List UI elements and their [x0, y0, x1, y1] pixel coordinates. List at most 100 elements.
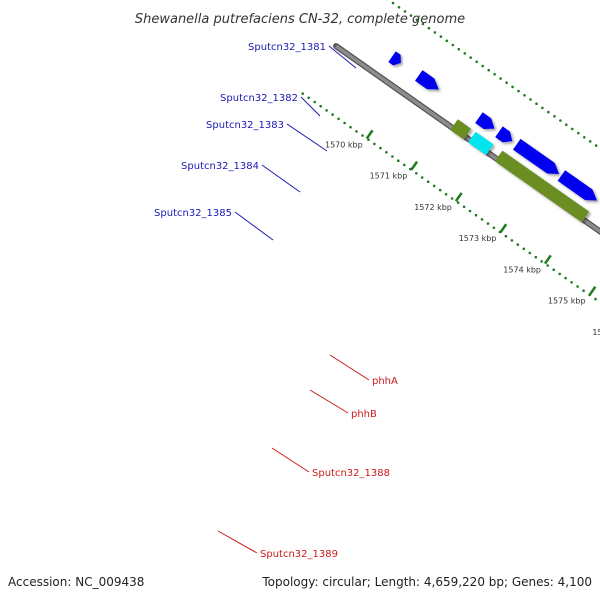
- tick-dot: [523, 94, 526, 97]
- tick-dot: [516, 243, 520, 246]
- tick-mark: [543, 254, 552, 265]
- tick-dot: [463, 52, 467, 55]
- tick-dot: [438, 188, 442, 192]
- tick-dot: [397, 6, 401, 9]
- tick-dot: [420, 176, 424, 179]
- tick-dot: [373, 142, 376, 146]
- tick-label: 1574 kbp: [503, 265, 541, 274]
- label-leader-line: [329, 354, 370, 381]
- tick-dot: [475, 60, 479, 64]
- label-leader-line: [286, 123, 328, 152]
- tick-mark: [588, 286, 597, 296]
- gene-label: Sputcn32_1389: [260, 549, 338, 560]
- tick-dot: [331, 113, 334, 116]
- gene-feature: [388, 51, 401, 66]
- gene-feature: [513, 138, 560, 174]
- tick-dot: [522, 247, 526, 251]
- tick-mark: [410, 160, 419, 171]
- tick-dot: [427, 26, 431, 30]
- tick-dot: [486, 222, 490, 225]
- tick-dot: [577, 131, 580, 135]
- tick-dot: [444, 193, 448, 196]
- tick-dot: [421, 22, 425, 26]
- tick-dot: [379, 146, 382, 150]
- tick-dot: [552, 268, 555, 272]
- tick-dot: [487, 68, 491, 72]
- tick-label: 1570 kbp: [325, 140, 363, 149]
- label-leader-line: [261, 164, 301, 193]
- backbone-highlight: [335, 44, 600, 234]
- tick-dot: [391, 1, 395, 5]
- tick-dot: [391, 155, 394, 158]
- gene-feature: [468, 131, 494, 155]
- genome-backbone: [333, 43, 600, 236]
- label-leader-line: [217, 530, 258, 554]
- tick-dot: [343, 121, 346, 125]
- tick-dot: [457, 47, 461, 51]
- tick-dot: [415, 18, 419, 22]
- tick-dot: [546, 264, 549, 267]
- map-title: Shewanella putrefaciens CN-32, complete …: [135, 12, 465, 27]
- topology-text: Topology: circular; Length: 4,659,220 bp…: [261, 575, 592, 589]
- gene-label: Sputcn32_1381: [248, 42, 326, 53]
- tick-dot: [493, 73, 496, 76]
- tick-dot: [570, 281, 573, 284]
- tick-dot: [480, 218, 484, 221]
- gene-feature: [415, 70, 439, 90]
- tick-dot: [583, 136, 586, 139]
- tick-dot: [426, 180, 430, 183]
- tick-dot: [415, 172, 418, 175]
- label-leader-line: [300, 96, 321, 117]
- tick-dot: [594, 297, 597, 301]
- tick-dot: [325, 109, 328, 112]
- tick-dot: [439, 35, 443, 38]
- tick-dot: [403, 10, 407, 13]
- tick-dot: [529, 98, 532, 101]
- tick-dot: [307, 96, 311, 100]
- tick-dot: [468, 209, 472, 213]
- tick-dot: [534, 255, 538, 259]
- gene-feature: [495, 126, 513, 143]
- tick-dot: [301, 92, 305, 95]
- backbone-line: [333, 43, 600, 236]
- tick-dot: [481, 64, 485, 68]
- tick-dot: [558, 272, 561, 276]
- tick-dot: [474, 213, 478, 217]
- tick-dot: [510, 239, 514, 242]
- tick-dot: [511, 85, 514, 89]
- label-leader-line: [309, 389, 349, 414]
- gene-label: Sputcn32_1385: [154, 208, 232, 219]
- tick-dot: [361, 134, 364, 137]
- tick-dot: [565, 123, 568, 126]
- tick-dot: [469, 56, 473, 59]
- tick-dot: [450, 197, 454, 200]
- tick-dot: [499, 77, 502, 80]
- tick-marks: 1570 kbp 1571 kbp 1572 kbp 1573 kbp 1574 kbp…: [325, 129, 600, 337]
- gene-label: phhA: [372, 376, 398, 387]
- gene-label: Sputcn32_1382: [220, 93, 298, 104]
- accession-text: Accession: NC_009438: [8, 575, 144, 589]
- tick-mark: [454, 192, 463, 202]
- gene-label: phhB: [351, 409, 377, 420]
- tick-dot: [456, 201, 460, 204]
- gene-feature: [450, 119, 472, 140]
- gene-labels: Sputcn32_1381 Sputcn32_1382 Sputcn32_1383 S…: [154, 42, 398, 560]
- gene-label: Sputcn32_1388: [312, 468, 390, 479]
- tick-dot: [553, 115, 556, 118]
- tick-dot: [409, 14, 413, 17]
- tick-dot: [541, 106, 544, 110]
- tick-dot: [528, 251, 532, 255]
- label-leader-line: [328, 45, 357, 69]
- tick-dot: [397, 159, 400, 162]
- gene-label: Sputcn32_1384: [181, 161, 259, 172]
- gene-label-lines: [217, 45, 370, 554]
- tick-dot: [403, 163, 406, 167]
- tick-dot: [594, 144, 598, 147]
- tick-label: 1575 kbp: [548, 297, 586, 306]
- tick-dot: [576, 285, 579, 288]
- tick-dot: [564, 276, 567, 280]
- tick-dot: [451, 43, 455, 47]
- tick-dot: [349, 125, 352, 129]
- label-leader-line: [234, 211, 274, 241]
